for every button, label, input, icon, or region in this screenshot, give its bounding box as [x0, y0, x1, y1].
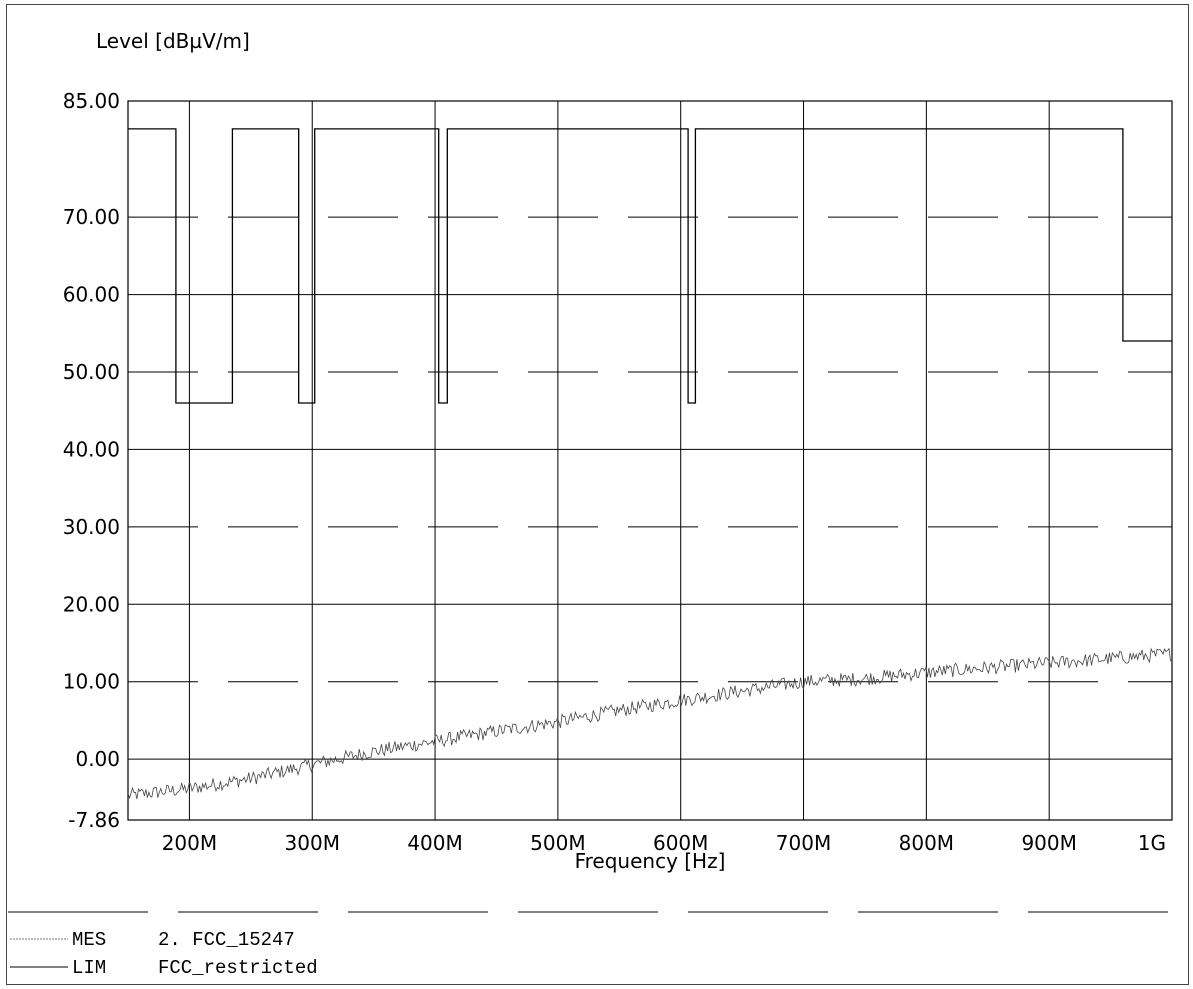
y-tick-labels: 85.00 70.00 60.00 50.00 40.00 30.00 20.00 10.00… [63, 89, 120, 832]
y-tick-label: 20.00 [63, 592, 120, 616]
x-tick-label: 400M [407, 831, 462, 855]
plot-area [127, 128, 1172, 800]
y-tick-label: 85.00 [63, 89, 120, 113]
x-axis-label: Frequency [Hz] [575, 849, 726, 873]
x-tick-label: 1G [1138, 831, 1166, 855]
y-axis-label: Level [dBµV/m] [96, 29, 250, 53]
legend: MES 2. FCC_15247 LIM FCC_restricted [8, 911, 1186, 979]
x-tick-label: 300M [285, 831, 340, 855]
y-tick-label: 60.00 [63, 283, 120, 307]
y-tick-label: 30.00 [63, 515, 120, 539]
x-tick-label: 800M [899, 831, 954, 855]
x-tick-label: 600M [653, 831, 708, 855]
x-tick-label: 200M [162, 831, 217, 855]
plot-border [127, 100, 1173, 821]
legend-label: FCC_restricted [158, 957, 318, 979]
measurement-trace [127, 647, 1172, 800]
limit-line [128, 128, 1172, 404]
legend-code: LIM [72, 957, 106, 979]
y-tick-label: 40.00 [63, 437, 120, 461]
x-tick-label: 700M [776, 831, 831, 855]
chart-frame [6, 4, 1189, 985]
legend-label: 2. FCC_15247 [158, 929, 295, 951]
y-tick-label: 10.00 [63, 670, 120, 694]
x-tick-labels: 200M 300M 400M 500M 600M 700M 800M 900M 1G [162, 831, 1166, 855]
y-tick-label: 70.00 [63, 205, 120, 229]
legend-code: MES [72, 929, 106, 951]
y-tick-label: 0.00 [75, 747, 120, 771]
y-tick-label: -7.86 [68, 808, 120, 832]
x-tick-label: 900M [1021, 831, 1076, 855]
grid [127, 100, 1173, 821]
x-tick-label: 500M [530, 831, 585, 855]
y-tick-label: 50.00 [63, 360, 120, 384]
